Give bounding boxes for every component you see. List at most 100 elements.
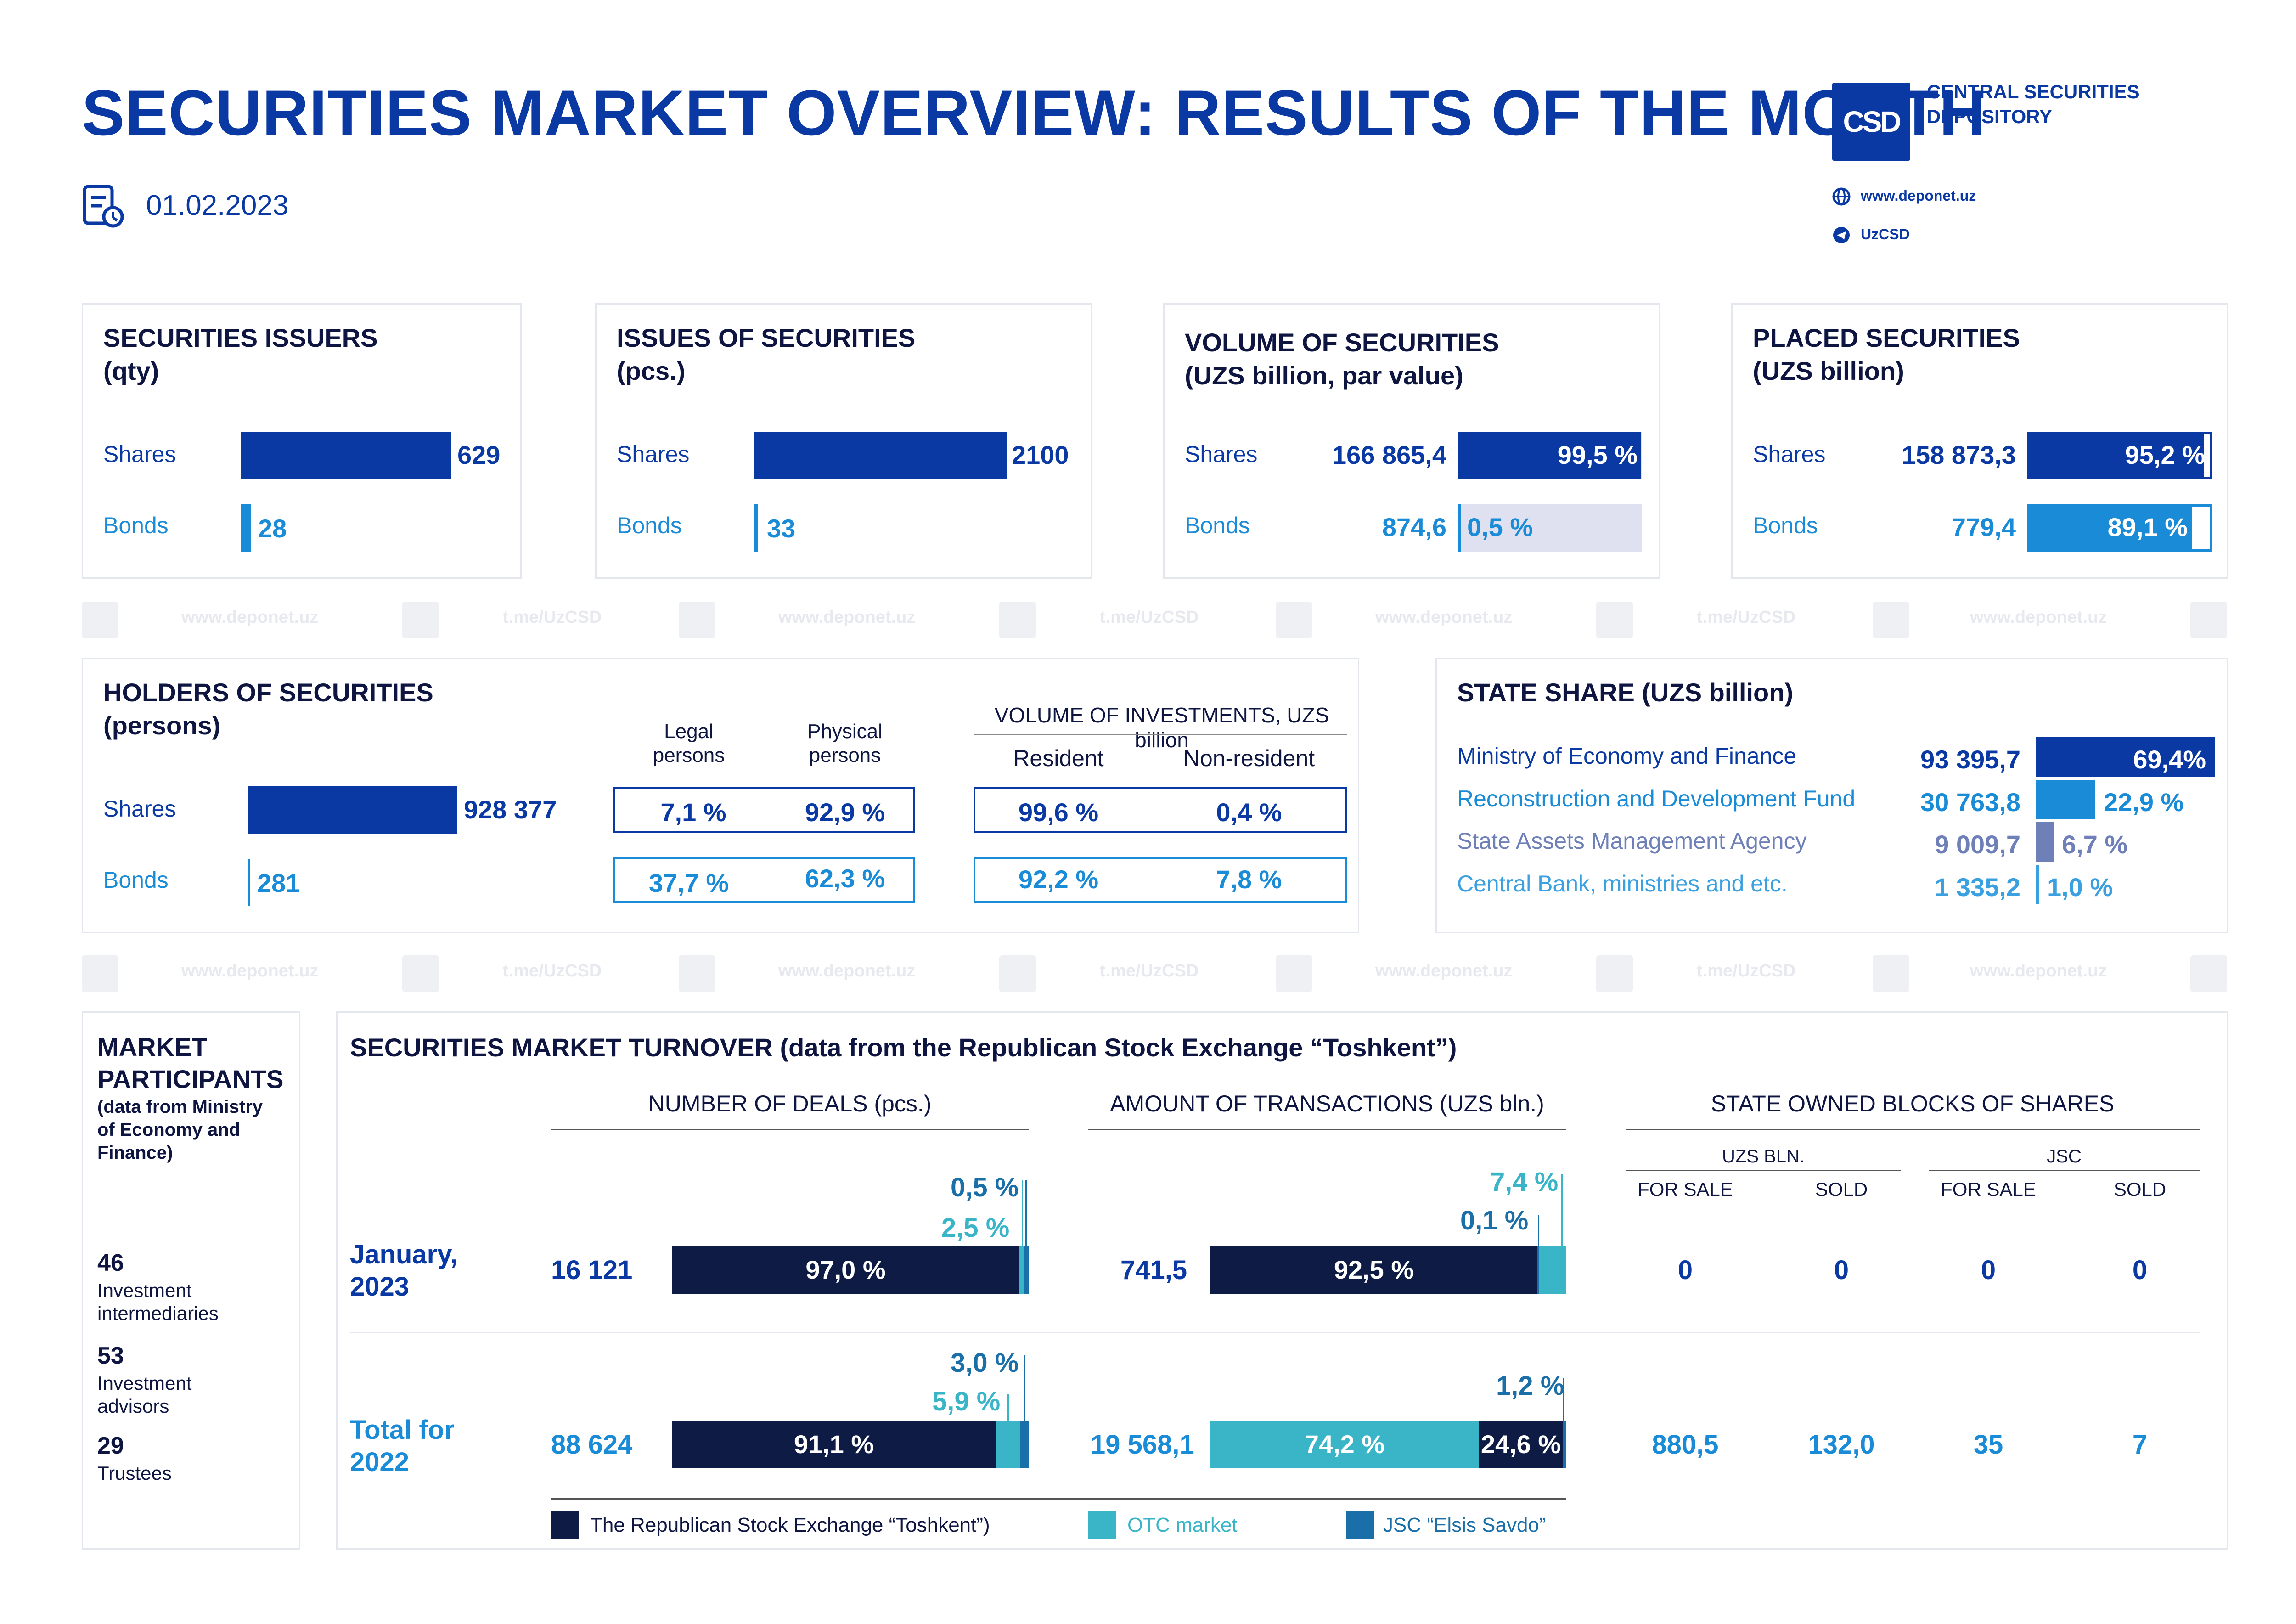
jan-deals-elsis-pct: 0,5 % [951, 1173, 1019, 1202]
jan-deals-leader-2 [1025, 1180, 1027, 1247]
y2022-deals-main-bar [672, 1421, 996, 1468]
jan-deals-leader [1022, 1180, 1023, 1247]
state-share-pct: 1,0 % [2047, 873, 2113, 902]
amount-divider [1088, 1129, 1566, 1130]
y2022-amount-main-bar [1479, 1421, 1563, 1468]
resident-header: Resident [1013, 745, 1104, 771]
state-share-title: STATE SHARE (UZS billion) [1457, 678, 1794, 707]
y2022-uzs-sold: 132,0 [1808, 1430, 1875, 1460]
holders-title: HOLDERS OF SECURITIES [103, 678, 433, 707]
jan-uzs-sold: 0 [1834, 1255, 1849, 1285]
jan-deals-main-bar [672, 1246, 1019, 1294]
volume-bonds-bar [1458, 504, 1461, 552]
amount-header: AMOUNT OF TRANSACTIONS (UZS bln.) [1110, 1091, 1544, 1116]
wm-logo-icon [679, 955, 715, 992]
y2022-amount-otc-bar [1210, 1421, 1479, 1468]
participant-count: 46 [97, 1250, 124, 1276]
wm-tg: t.me/UzCSD [1100, 961, 1199, 981]
participants-title-1: MARKET [97, 1032, 208, 1061]
jsc-header: JSC [2047, 1146, 2082, 1167]
wm-logo-icon [999, 602, 1036, 638]
legend-otc-label: OTC market [1127, 1514, 1238, 1536]
state-share-name: Reconstruction and Development Fund [1457, 786, 1856, 812]
volume-subtitle: (UZS billion, par value) [1185, 361, 1463, 390]
jan-amount-main-pct: 92,5 % [1334, 1255, 1414, 1284]
y2022-amount-elsis-pct: 1,2 % [1496, 1371, 1564, 1401]
physical-header-1: Physical [807, 720, 883, 743]
placed-bonds-value: 779,4 [1951, 513, 2016, 541]
wm-tg: t.me/UzCSD [503, 961, 602, 981]
jan-deals-main-pct: 97,0 % [805, 1255, 886, 1284]
period-jan-1: January, [350, 1240, 458, 1269]
telegram-link[interactable]: UzCSD [1861, 226, 1910, 242]
bonds-investment-cell [974, 857, 1347, 903]
y2022-deals-elsis-pct: 3,0 % [951, 1348, 1019, 1378]
issuers-bonds-label: Bonds [103, 513, 169, 538]
holders-shares-bar [248, 786, 457, 834]
issues-bonds-value: 33 [767, 514, 796, 543]
state-share-value: 93 395,7 [1920, 745, 2020, 774]
wm-site: www.deponet.uz [1375, 961, 1513, 981]
wm-tg: t.me/UzCSD [1100, 608, 1199, 627]
uzs-for-sale-header: FOR SALE [1638, 1179, 1733, 1200]
jan-jsc-sold: 0 [2132, 1255, 2148, 1285]
nonresident-header: Non-resident [1183, 745, 1315, 771]
issues-bonds-label: Bonds [617, 513, 682, 538]
deals-divider [551, 1129, 1029, 1130]
wm-logo-icon [679, 602, 715, 638]
state-share-value: 1 335,2 [1935, 873, 2020, 902]
legend-elsis-label: JSC “Elsis Savdo” [1383, 1514, 1546, 1536]
org-name-2: DEPOSITORY [1927, 106, 2053, 127]
wm-logo-icon [999, 955, 1036, 992]
holders-bonds-label: Bonds [103, 867, 169, 893]
shares-legal-phys-cell [613, 787, 915, 833]
state-share-bar [2036, 865, 2039, 904]
jan-amount-main-bar [1210, 1246, 1537, 1294]
participant-count: 29 [97, 1432, 124, 1459]
issuers-bonds-value: 28 [258, 514, 287, 543]
investments-title: VOLUME OF INVESTMENTS, UZS billion [994, 703, 1329, 752]
wm-tg: t.me/UzCSD [503, 608, 602, 627]
calendar-doc-icon [82, 184, 126, 232]
issues-subtitle: (pcs.) [617, 356, 686, 385]
bonds-resident-pct: 92,2 % [1018, 865, 1099, 894]
y2022-jsc-for-sale: 35 [1973, 1430, 2003, 1460]
wm-logo-icon [2190, 955, 2227, 992]
jan-amount-leader-2 [1538, 1215, 1539, 1247]
deals-header: NUMBER OF DEALS (pcs.) [648, 1091, 932, 1116]
shares-legal-pct: 7,1 % [660, 798, 726, 827]
volume-shares-value: 166 865,4 [1332, 440, 1446, 469]
participant-label: Investment [97, 1372, 192, 1394]
y2022-amount-main-pct: 24,6 % [1480, 1430, 1561, 1459]
volume-shares-pct: 99,5 % [1557, 440, 1638, 469]
issues-shares-label: Shares [617, 441, 690, 467]
participants-sub-1: (data from Ministry [97, 1097, 263, 1117]
volume-bonds-label: Bonds [1185, 513, 1250, 538]
holders-bonds-bar [248, 859, 250, 906]
issuers-bonds-bar [241, 504, 251, 552]
holders-shares-value: 928 377 [464, 795, 557, 824]
state-share-pct: 69,4% [2133, 745, 2206, 774]
participant-label: Trustees [97, 1462, 172, 1484]
website-link[interactable]: www.deponet.uz [1861, 187, 1976, 204]
placed-subtitle: (UZS billion) [1753, 356, 1904, 385]
holders-bonds-value: 281 [257, 868, 300, 897]
legend-otc-swatch [1088, 1511, 1116, 1539]
jan-deals-otc-pct: 2,5 % [941, 1213, 1010, 1243]
state-share-bar [2036, 780, 2095, 819]
state-share-name: Central Bank, ministries and etc. [1457, 871, 1788, 897]
jan-jsc-for-sale: 0 [1981, 1255, 1996, 1285]
jan-deals-elsis-bar [1024, 1246, 1029, 1294]
jan-amount-total: 741,5 [1120, 1255, 1187, 1285]
wm-tg: t.me/UzCSD [1697, 608, 1796, 627]
placed-shares-pct: 95,2 % [2125, 440, 2205, 469]
issuers-subtitle: (qty) [103, 356, 159, 385]
period-jan-2: 2023 [350, 1272, 410, 1302]
holders-shares-label: Shares [103, 796, 176, 822]
placed-shares-bar [2027, 432, 2204, 479]
volume-bonds-pct: 0,5 % [1467, 513, 1533, 541]
wm-site: www.deponet.uz [1375, 608, 1513, 627]
shares-investment-cell [974, 787, 1347, 833]
csd-logo: CSD [1832, 83, 1910, 161]
participants-title-2: PARTICIPANTS [97, 1065, 284, 1094]
